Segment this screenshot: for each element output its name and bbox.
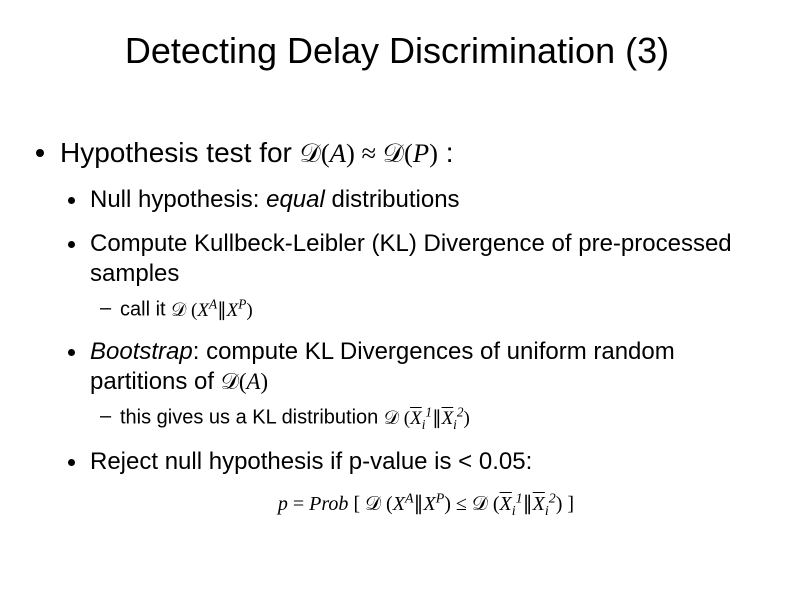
null-rest: distributions <box>325 186 460 213</box>
bullet-list-l2: Null hypothesis: equal distributions Com… <box>60 185 762 521</box>
hyp-math: 𝒟(A) ≈ 𝒟(P) <box>300 138 438 168</box>
null-hypothesis-item: Null hypothesis: equal distributions <box>60 185 762 215</box>
kl-callit-item: call it 𝒟 (XA∥XP) <box>90 295 762 323</box>
hyp-prefix: Hypothesis test for <box>60 137 300 168</box>
reject-item: Reject null hypothesis if p-value is < 0… <box>60 447 762 477</box>
null-em: equal <box>266 186 325 213</box>
reject-text: Reject null hypothesis if p-value is < 0… <box>90 448 532 475</box>
kl-callit-math: 𝒟 (XA∥XP) <box>171 300 253 321</box>
hyp-suffix: : <box>446 137 454 168</box>
bootstrap-item: Bootstrap: compute KL Divergences of uni… <box>60 337 762 432</box>
kl-text: Compute Kullbeck-Leibler (KL) Divergence… <box>90 230 732 287</box>
slide-content: Hypothesis test for 𝒟(A) ≈ 𝒟(P) : Null h… <box>32 135 762 535</box>
boot-gives-math: 𝒟 (Xi1∥Xi2) <box>384 408 470 429</box>
formula-row: p = Prob [ 𝒟 (XA∥XP) ≤ 𝒟 (Xi1∥Xi2) ] <box>60 491 762 521</box>
boot-math: 𝒟(A) <box>221 369 268 394</box>
kl-callit-text: call it <box>120 299 171 321</box>
boot-gives-text: this gives us a KL distribution <box>120 407 384 429</box>
bullet-list-l3a: call it 𝒟 (XA∥XP) <box>90 295 762 323</box>
slide: Detecting Delay Discrimination (3) Hypot… <box>0 0 794 595</box>
bullet-list-l1: Hypothesis test for 𝒟(A) ≈ 𝒟(P) : Null h… <box>32 135 762 521</box>
bullet-list-l3b: this gives us a KL distribution 𝒟 (Xi1∥X… <box>90 403 762 432</box>
slide-title: Detecting Delay Discrimination (3) <box>40 30 754 72</box>
hypothesis-test-item: Hypothesis test for 𝒟(A) ≈ 𝒟(P) : Null h… <box>32 135 762 521</box>
boot-gives-item: this gives us a KL distribution 𝒟 (Xi1∥X… <box>90 403 762 432</box>
p-formula: p = Prob [ 𝒟 (XA∥XP) ≤ 𝒟 (Xi1∥Xi2) ] <box>90 491 762 521</box>
null-prefix: Null hypothesis: <box>90 186 266 213</box>
kl-divergence-item: Compute Kullbeck-Leibler (KL) Divergence… <box>60 229 762 323</box>
boot-em: Bootstrap <box>90 338 193 365</box>
